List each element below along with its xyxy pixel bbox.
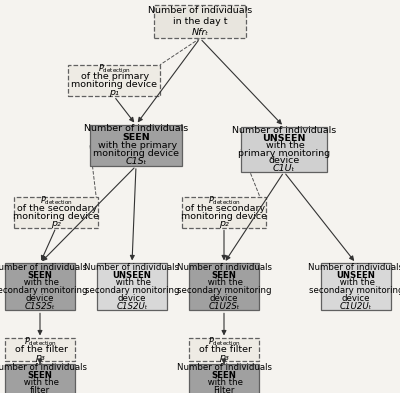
- Text: SEEN: SEEN: [28, 271, 52, 279]
- Text: with the: with the: [205, 378, 243, 387]
- Text: C1Uₜ: C1Uₜ: [273, 163, 295, 173]
- Text: of the secondary: of the secondary: [14, 204, 98, 213]
- FancyBboxPatch shape: [189, 263, 259, 310]
- Text: monitoring device: monitoring device: [71, 80, 157, 89]
- Text: $P_{\mathregular{detection}}$: $P_{\mathregular{detection}}$: [40, 195, 72, 207]
- Text: with the: with the: [21, 279, 59, 287]
- Text: Number of individuals: Number of individuals: [148, 6, 252, 15]
- Text: SEEN: SEEN: [28, 371, 52, 380]
- Text: Number of individuals: Number of individuals: [0, 364, 88, 372]
- Text: $P_{\mathregular{detection}}$: $P_{\mathregular{detection}}$: [98, 62, 130, 75]
- Text: p₃: p₃: [219, 353, 229, 362]
- Text: p₂: p₂: [219, 219, 229, 228]
- Text: in the day t: in the day t: [173, 17, 227, 26]
- Text: p₂: p₂: [51, 219, 61, 228]
- Text: secondary monitoring: secondary monitoring: [309, 286, 400, 295]
- Text: C1Sₜ: C1Sₜ: [125, 158, 147, 166]
- FancyBboxPatch shape: [154, 5, 246, 38]
- Text: with the: with the: [263, 141, 305, 150]
- FancyBboxPatch shape: [321, 263, 391, 310]
- Text: $P_{\mathregular{detection}}$: $P_{\mathregular{detection}}$: [208, 336, 240, 349]
- Text: UNSEEN: UNSEEN: [336, 271, 376, 279]
- Text: device: device: [210, 294, 238, 303]
- Text: UNSEEN: UNSEEN: [262, 134, 306, 143]
- FancyBboxPatch shape: [182, 197, 266, 228]
- Text: Number of individuals: Number of individuals: [84, 263, 180, 272]
- Text: device: device: [26, 294, 54, 303]
- Text: SEEN: SEEN: [122, 133, 150, 141]
- Text: SEEN: SEEN: [212, 371, 236, 380]
- Text: Number of individuals: Number of individuals: [176, 263, 272, 272]
- Text: device: device: [342, 294, 370, 303]
- Text: with the: with the: [205, 279, 243, 287]
- Text: device: device: [118, 294, 146, 303]
- Text: Number of individuals: Number of individuals: [0, 263, 88, 272]
- Text: Number of individuals: Number of individuals: [84, 125, 188, 133]
- FancyBboxPatch shape: [5, 338, 75, 361]
- Text: C1S2Uₜ: C1S2Uₜ: [116, 302, 148, 311]
- Text: secondary monitoring: secondary monitoring: [177, 286, 271, 295]
- FancyBboxPatch shape: [97, 263, 167, 310]
- Text: p₁: p₁: [109, 88, 119, 97]
- Text: $P_{\mathregular{detection}}$: $P_{\mathregular{detection}}$: [208, 195, 240, 207]
- Text: SEEN: SEEN: [212, 271, 236, 279]
- Text: with the: with the: [21, 378, 59, 387]
- Text: with the: with the: [337, 279, 375, 287]
- Text: with the: with the: [113, 279, 151, 287]
- Text: $P_{\mathregular{detection}}$: $P_{\mathregular{detection}}$: [24, 336, 56, 349]
- Text: of the filter: of the filter: [12, 345, 68, 354]
- Text: Number of individuals: Number of individuals: [176, 364, 272, 372]
- Text: C1S2Sₜ: C1S2Sₜ: [25, 302, 55, 311]
- Text: of the primary: of the primary: [78, 72, 150, 81]
- Text: of the secondary: of the secondary: [182, 204, 266, 213]
- Text: of the filter: of the filter: [196, 345, 252, 354]
- Text: secondary monitoring: secondary monitoring: [0, 286, 87, 295]
- Text: UNSEEN: UNSEEN: [112, 271, 152, 279]
- Text: monitoring device: monitoring device: [93, 149, 179, 158]
- Text: Number of individuals: Number of individuals: [308, 263, 400, 272]
- FancyBboxPatch shape: [5, 263, 75, 310]
- FancyBboxPatch shape: [14, 197, 98, 228]
- Text: p₃: p₃: [35, 353, 45, 362]
- Text: monitoring device: monitoring device: [181, 211, 267, 220]
- FancyBboxPatch shape: [241, 127, 327, 172]
- Text: with the primary: with the primary: [95, 141, 177, 150]
- FancyBboxPatch shape: [189, 364, 259, 393]
- Text: Filter: Filter: [213, 386, 235, 393]
- FancyBboxPatch shape: [5, 364, 75, 393]
- Text: Number of individuals: Number of individuals: [232, 126, 336, 135]
- Text: C1U2Sₜ: C1U2Sₜ: [208, 302, 240, 311]
- Text: monitoring device: monitoring device: [13, 211, 99, 220]
- FancyBboxPatch shape: [90, 125, 182, 166]
- Text: Nfrₜ: Nfrₜ: [192, 28, 208, 37]
- Text: device: device: [268, 156, 300, 165]
- Text: filter: filter: [30, 386, 50, 393]
- FancyBboxPatch shape: [189, 338, 259, 361]
- Text: secondary monitoring: secondary monitoring: [85, 286, 179, 295]
- Text: primary monitoring: primary monitoring: [238, 149, 330, 158]
- Text: C1U2Uₜ: C1U2Uₜ: [340, 302, 372, 311]
- FancyBboxPatch shape: [68, 65, 160, 96]
